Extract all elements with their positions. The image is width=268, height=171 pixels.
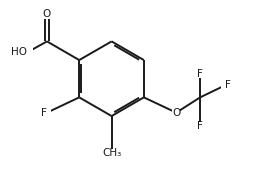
FancyBboxPatch shape	[43, 10, 51, 19]
Text: O: O	[43, 9, 51, 19]
Text: CH₃: CH₃	[102, 148, 121, 158]
Text: F: F	[197, 121, 203, 131]
Text: F: F	[225, 81, 231, 90]
FancyBboxPatch shape	[43, 108, 51, 117]
Text: O: O	[172, 108, 180, 118]
FancyBboxPatch shape	[196, 70, 204, 78]
FancyBboxPatch shape	[172, 108, 180, 117]
Text: F: F	[197, 69, 203, 79]
FancyBboxPatch shape	[196, 122, 204, 130]
Text: HO: HO	[11, 47, 27, 57]
Text: F: F	[41, 108, 47, 118]
FancyBboxPatch shape	[105, 149, 118, 158]
FancyBboxPatch shape	[221, 82, 228, 89]
FancyBboxPatch shape	[21, 48, 33, 57]
